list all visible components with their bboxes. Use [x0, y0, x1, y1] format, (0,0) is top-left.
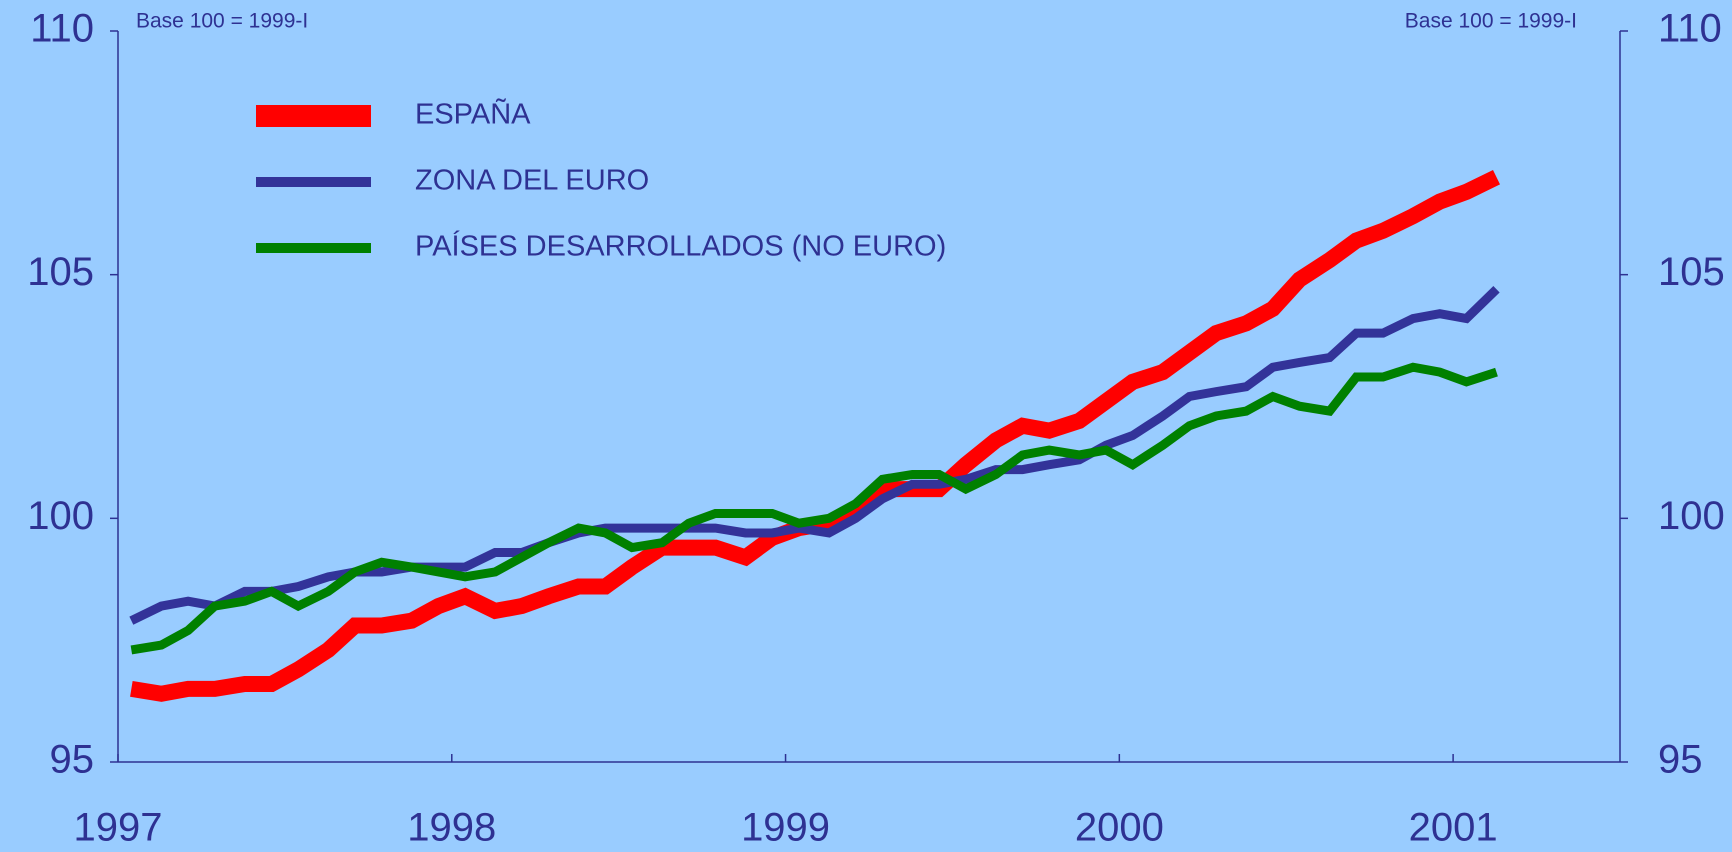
- y2-tick-label: 95: [1658, 738, 1703, 782]
- series-line: [130, 170, 1501, 702]
- series-line: [130, 362, 1498, 655]
- annotation: Base 100 = 1999-I: [136, 10, 308, 33]
- x-tick-label: 1999: [741, 806, 830, 850]
- x-tick-label: 1998: [407, 806, 496, 850]
- y2-tick-label: 100: [1658, 494, 1725, 538]
- annotation: Base 100 = 1999-I: [1405, 10, 1577, 33]
- x-tick-label: 1997: [74, 806, 163, 850]
- series-line: [129, 286, 1500, 625]
- y2-tick-label: 105: [1658, 250, 1725, 294]
- legend-label: ZONA DEL EURO: [415, 165, 649, 197]
- y-tick-label: 100: [27, 494, 94, 538]
- legend-label: PAÍSES DESARROLLADOS (NO EURO): [415, 230, 946, 263]
- y-tick-label: 110: [30, 7, 94, 51]
- x-tick-label: 2000: [1075, 806, 1164, 850]
- x-tick-label: 2001: [1409, 806, 1498, 850]
- y-tick-label: 105: [27, 250, 94, 294]
- legend-label: ESPAÑA: [415, 97, 531, 131]
- y2-tick-label: 110: [1658, 7, 1722, 51]
- y-tick-label: 95: [50, 738, 95, 782]
